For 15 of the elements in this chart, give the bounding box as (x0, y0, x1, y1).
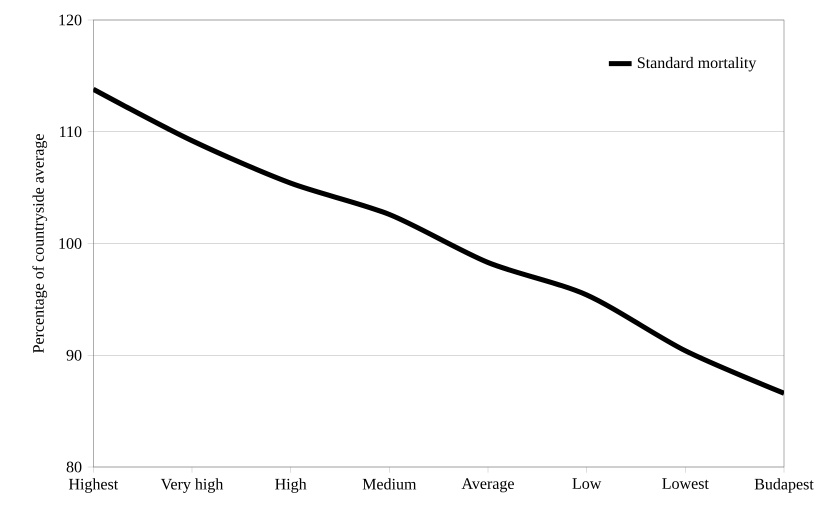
y-tick-label: 100 (59, 238, 82, 249)
x-tick-label: Very high (160, 478, 224, 493)
y-tick-label: 90 (66, 350, 82, 361)
x-tick-label: Highest (68, 478, 118, 493)
y-tick-label: 110 (60, 126, 82, 138)
x-tick-label: High (275, 478, 306, 493)
legend-label: Standard mortality (638, 56, 756, 72)
y-tick-label: 120 (59, 14, 82, 26)
y-axis-title: Percentage of countryside average (32, 134, 48, 353)
y-tick-label: 80 (66, 462, 82, 472)
x-tick-label: Lowest (662, 478, 709, 489)
x-tick-label: Low (572, 478, 602, 489)
x-tick-label: Budapest (754, 478, 814, 493)
x-tick-label: Medium (362, 478, 416, 490)
x-tick-label: Average (462, 478, 514, 492)
